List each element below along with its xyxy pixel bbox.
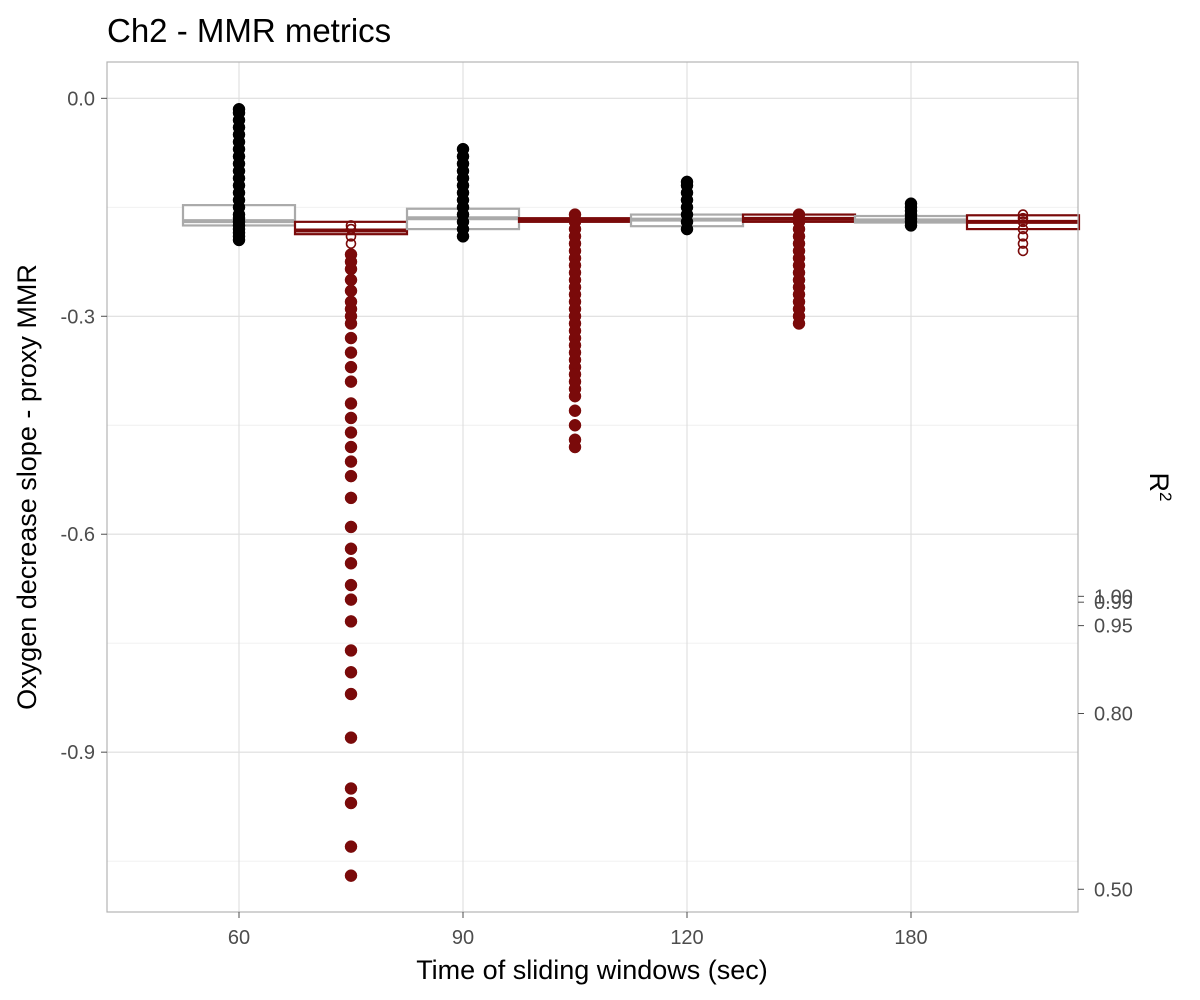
- r2-outlier-point: [344, 593, 358, 606]
- r2-outlier-point: [344, 455, 358, 468]
- y2-tick-label: 0.80: [1094, 704, 1133, 726]
- r2-outlier-point: [344, 687, 358, 701]
- y-tick-label: -0.9: [61, 742, 95, 764]
- r2-outlier-point: [344, 284, 358, 298]
- r2-outlier-point: [344, 491, 358, 505]
- r2-outlier-point: [344, 869, 358, 882]
- r2-outlier-point: [345, 220, 357, 231]
- r2-outlier-point: [344, 840, 358, 853]
- r2-outlier-point: [1017, 209, 1029, 220]
- r2-outlier-point: [1017, 231, 1029, 242]
- r2-outlier-point: [568, 418, 582, 432]
- y2-tick-label: 0.50: [1094, 879, 1133, 901]
- r2-outlier-point: [345, 238, 357, 249]
- plot-panel: [107, 62, 1078, 912]
- slope-outlier-point: [456, 230, 470, 243]
- r2-outlier-point: [344, 426, 358, 439]
- slope-outlier-point: [904, 219, 918, 232]
- r2-outlier-point: [344, 346, 358, 359]
- y2-tick-label: 0.99: [1094, 592, 1133, 614]
- secondary-y-axis-title: R2: [1144, 473, 1175, 502]
- slope-outlier-point: [680, 222, 694, 236]
- r2-outlier-point: [1017, 216, 1029, 228]
- r2-outlier-point: [1017, 245, 1029, 257]
- r2-outlier-point: [344, 440, 358, 454]
- r2-outlier-point: [344, 375, 358, 388]
- y-tick-label: -0.3: [61, 306, 95, 328]
- r2-outlier-point: [344, 411, 358, 425]
- r2-outlier-point: [344, 557, 358, 570]
- y-axis-ticks: 0.0 -0.3 -0.6 -0.9: [61, 88, 107, 764]
- r2-outlier-point: [1017, 212, 1029, 224]
- x-tick-label: 60: [228, 927, 250, 949]
- secondary-y-axis-title-base: R: [1144, 473, 1174, 493]
- y2-tick-label: 0.95: [1094, 616, 1133, 638]
- r2-outlier-point: [792, 317, 806, 330]
- y2-tick-label: 1.00: [1094, 586, 1133, 608]
- y-tick-label: -0.6: [61, 524, 95, 546]
- r2-outlier-point: [344, 397, 358, 410]
- r2-outlier-point: [344, 360, 358, 374]
- secondary-y-axis-ticks: 1.000.990.95 0.80 0.50: [1078, 586, 1133, 901]
- x-tick-label: 180: [894, 927, 927, 949]
- r2-outlier-point: [344, 331, 358, 345]
- r2-outlier-point: [344, 666, 358, 679]
- r2-outlier-point: [344, 317, 358, 330]
- r2-outlier-point: [344, 262, 358, 276]
- r2-outlier-point: [344, 578, 358, 592]
- r2-outlier-point: [344, 796, 358, 810]
- r2-outlier-point: [345, 231, 357, 242]
- chart-title: Ch2 - MMR metrics: [107, 12, 391, 49]
- r2-outlier-point: [344, 782, 358, 795]
- plot-border: [106, 61, 1079, 913]
- r2-outlier-point: [568, 404, 582, 417]
- x-axis-title: Time of sliding windows (sec): [416, 955, 768, 985]
- x-tick-label: 120: [670, 927, 703, 949]
- x-tick-label: 90: [452, 927, 474, 949]
- y-axis-title: Oxygen decrease slope - proxy MMR: [12, 264, 42, 710]
- r2-outlier-point: [344, 644, 358, 657]
- slope-outlier-point: [232, 233, 246, 247]
- outlier-points: [232, 102, 1029, 882]
- r2-outlier-point: [1017, 238, 1029, 249]
- r2-outlier-point: [344, 542, 358, 556]
- r2-outlier-point: [344, 273, 358, 287]
- r2-outlier-point: [1017, 223, 1029, 235]
- r2-outlier-point: [344, 469, 358, 483]
- r2-outlier-point: [568, 389, 582, 403]
- r2-outlier-point: [345, 223, 357, 235]
- x-axis-ticks: 60 90 120 180: [228, 912, 928, 949]
- r2-outlier-point: [344, 520, 358, 534]
- y-tick-label: 0.0: [67, 88, 95, 110]
- r2-outlier-point: [568, 440, 582, 454]
- r2-outlier-point: [344, 615, 358, 628]
- secondary-y-axis-title-sup: 2: [1156, 492, 1175, 501]
- r2-outlier-point: [344, 731, 358, 744]
